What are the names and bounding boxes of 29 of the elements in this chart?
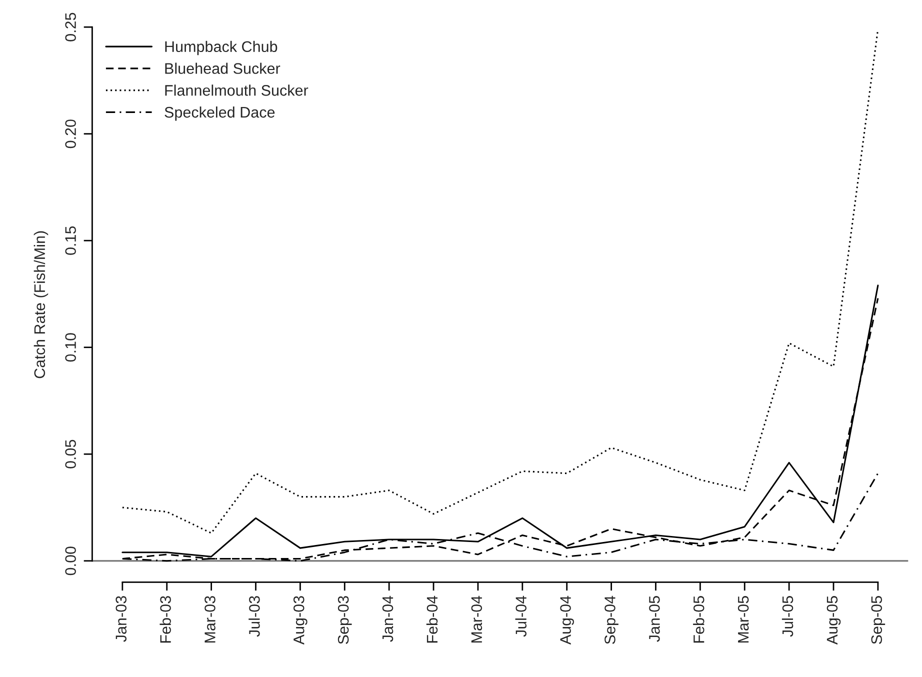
y-tick-label: 0.10 [65, 333, 76, 362]
x-tick-label: Mar-04 [471, 596, 482, 643]
x-tick-label: Jul-03 [248, 596, 260, 637]
y-tick-label: 0.15 [65, 226, 76, 255]
x-tick-label: Mar-03 [204, 596, 216, 643]
x-tick-label: Feb-03 [160, 596, 171, 643]
x-tick-label: Mar-05 [738, 596, 749, 643]
x-tick-label: Aug-04 [560, 596, 574, 645]
y-tick-label: 0.00 [65, 546, 76, 576]
x-tick-label: Aug-05 [826, 596, 841, 645]
x-tick-label: Feb-05 [693, 596, 704, 643]
legend-label: Flannelmouth Sucker [165, 84, 308, 96]
x-tick-label: Jan-03 [116, 596, 127, 642]
legend-label: Speckeled Dace [164, 106, 275, 121]
y-tick-label: 0.05 [65, 440, 76, 468]
x-tick-label: Jul-05 [782, 596, 794, 637]
x-tick-label: Sep-04 [604, 596, 618, 644]
legend-label: Humpback Chub [165, 40, 278, 56]
legend-label: Bluehead Sucker [165, 62, 280, 74]
y-tick-label: 0.25 [65, 12, 76, 42]
y-axis-title: Catch Rate (Fish/Min) [34, 231, 48, 378]
x-tick-label: Aug-03 [293, 596, 308, 645]
x-tick-label: Jan-04 [382, 596, 394, 642]
x-tick-label: Jan-05 [649, 596, 660, 642]
x-tick-label: Sep-05 [871, 596, 886, 644]
x-tick-label: Jul-04 [515, 596, 527, 637]
y-tick-label: 0.20 [65, 120, 76, 148]
x-tick-label: Feb-04 [426, 596, 438, 643]
x-tick-label: Sep-03 [338, 596, 352, 644]
